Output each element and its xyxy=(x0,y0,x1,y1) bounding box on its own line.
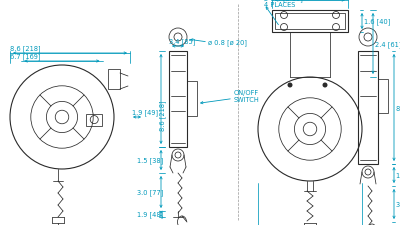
Bar xyxy=(108,70,120,90)
Bar xyxy=(378,80,388,113)
Text: 1.6 [40]: 1.6 [40] xyxy=(364,18,390,25)
Bar xyxy=(86,114,102,126)
Circle shape xyxy=(288,83,292,88)
Bar xyxy=(358,52,378,164)
Text: 1.5 [38]: 1.5 [38] xyxy=(137,157,163,164)
Text: ø 0.8 [ø 20]: ø 0.8 [ø 20] xyxy=(208,39,247,46)
Bar xyxy=(275,14,345,30)
Bar xyxy=(272,11,348,33)
Text: 3.0 [77]: 3.0 [77] xyxy=(396,201,400,207)
Text: 3.4 [85]: 3.4 [85] xyxy=(169,38,195,45)
Text: 8.6 [220]: 8.6 [220] xyxy=(396,105,400,111)
Text: 1.5 [38]: 1.5 [38] xyxy=(396,172,400,179)
Text: 8.6 [218]: 8.6 [218] xyxy=(160,99,166,130)
Text: 2.4 [61]: 2.4 [61] xyxy=(375,41,400,48)
Text: 6.7 [169]: 6.7 [169] xyxy=(10,53,40,60)
Bar xyxy=(187,82,197,117)
Text: SWITCH: SWITCH xyxy=(234,97,260,103)
Text: 4 PLACES: 4 PLACES xyxy=(264,2,295,8)
Bar xyxy=(169,52,187,147)
Circle shape xyxy=(322,83,328,88)
Text: 1.9 [48]: 1.9 [48] xyxy=(137,211,163,217)
Text: 1.9 [49]: 1.9 [49] xyxy=(132,109,158,115)
Text: 8.6 [218]: 8.6 [218] xyxy=(10,45,41,52)
Text: ø 0.4 [ø 10]: ø 0.4 [ø 10] xyxy=(264,0,303,2)
Text: ON/OFF: ON/OFF xyxy=(234,89,259,95)
Text: 3.0 [77]: 3.0 [77] xyxy=(137,189,163,196)
